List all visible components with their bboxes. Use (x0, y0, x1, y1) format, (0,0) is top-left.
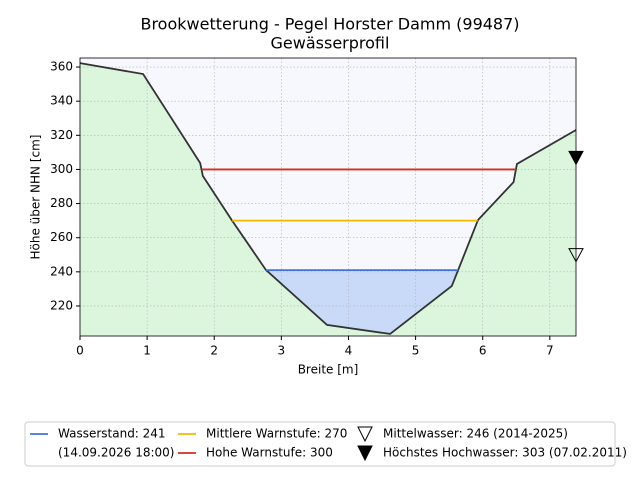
x-tick-label: 4 (345, 344, 353, 358)
plot-frame (79, 57, 577, 337)
legend-marker (357, 426, 373, 443)
x-tick-label: 0 (76, 344, 84, 358)
y-tick-label: 320 (50, 128, 73, 142)
x-tick-label: 6 (479, 344, 487, 358)
legend-label: Mittelwasser: 246 (2014-2025) (383, 427, 568, 441)
x-axis-label: Breite [m] (298, 363, 359, 377)
legend-label: Hohe Warnstufe: 300 (206, 446, 333, 460)
legend-label: (14.09.2026 18:00) (58, 446, 174, 460)
ground-fill (80, 63, 576, 337)
y-tick-label: 240 (50, 264, 73, 278)
legend-box (24, 421, 616, 467)
chart-title: Brookwetterung - Pegel Horster Damm (994… (140, 15, 519, 34)
y-axis-label: Höhe über NHN [cm] (29, 135, 43, 260)
x-tick-label: 3 (278, 344, 286, 358)
y-tick-label: 360 (50, 60, 73, 74)
y-tick-label: 280 (50, 196, 73, 210)
x-tick-label: 1 (143, 344, 151, 358)
legend-label: Höchstes Hochwasser: 303 (07.02.2011) (383, 446, 627, 460)
profile-line (79, 62, 577, 335)
x-tick-label: 5 (412, 344, 420, 358)
chart-subtitle: Gewässerprofil (271, 34, 390, 53)
legend-marker (357, 445, 373, 462)
legend-label: Mittlere Warnstufe: 270 (206, 427, 347, 441)
y-tick-label: 300 (50, 162, 73, 176)
y-tick-label: 340 (50, 94, 73, 108)
x-tick-label: 2 (210, 344, 218, 358)
y-tick-label: 220 (50, 298, 73, 312)
x-tick-label: 7 (546, 344, 554, 358)
y-tick-label: 260 (50, 230, 73, 244)
legend-label: Wasserstand: 241 (58, 427, 166, 441)
